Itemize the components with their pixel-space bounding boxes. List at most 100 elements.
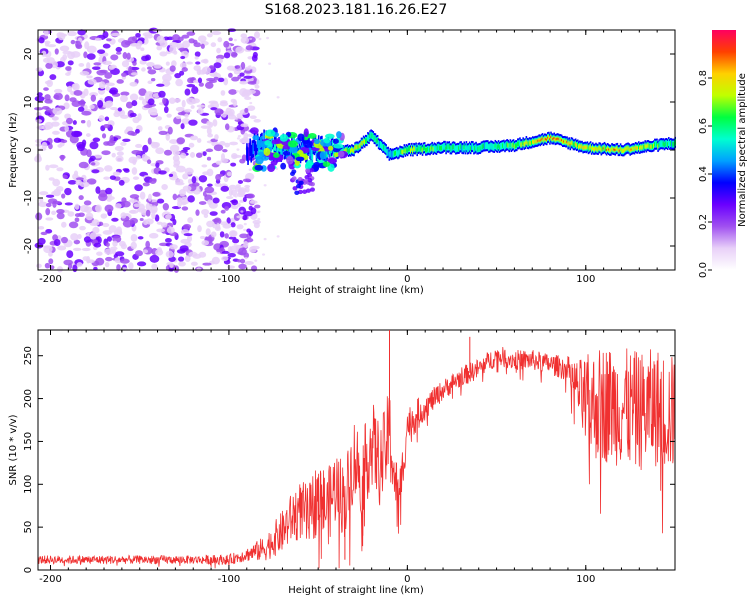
heatmap-ridge-cell: [415, 145, 417, 151]
heatmap-ridge-cell: [274, 141, 276, 149]
heatmap-noise-cell: [236, 137, 240, 140]
heatmap-noise-cell: [119, 258, 130, 264]
heatmap-ridge-cell: [606, 147, 609, 150]
heatmap-ridge-cell: [253, 136, 256, 148]
heatmap-ridge-cell: [620, 149, 623, 152]
heatmap-noise-cell: [181, 201, 187, 206]
heatmap-noise-cell: [149, 178, 157, 184]
heatmap-noise-cell: [172, 218, 177, 226]
heatmap-noise-cell: [231, 199, 239, 206]
heatmap-ridge-cell: [655, 142, 657, 147]
snr-y-label: SNR (10 * v/v): [8, 414, 19, 485]
heatmap-noise-cell: [219, 231, 225, 238]
heatmap-ridge-cell: [610, 149, 612, 152]
heatmap-noise-cell: [115, 251, 125, 257]
heatmap-ridge-cell: [553, 137, 556, 140]
heatmap-noise-cell: [206, 183, 213, 187]
heatmap-blob-cell: [336, 131, 342, 139]
heatmap-noise-cell: [246, 193, 255, 199]
heatmap-noise-cell: [142, 98, 147, 106]
heatmap-noise-cell: [242, 178, 251, 183]
heatmap-noise-cell: [68, 221, 79, 229]
heatmap-ridge-cell: [667, 140, 670, 145]
heatmap-ridge-cell: [530, 140, 533, 146]
heatmap-noise-cell: [45, 228, 53, 234]
heatmap-ridge-cell: [659, 141, 662, 147]
heatmap-ridge-cell: [579, 145, 581, 148]
spectrogram-y-label: Frequency (Hz): [8, 112, 19, 188]
heatmap-noise-cell: [157, 126, 163, 131]
heatmap-ridge-cell: [615, 147, 618, 150]
heatmap-ridge-cell: [515, 143, 518, 148]
heatmap-noise-cell: [115, 46, 123, 53]
heatmap-noise-cell: [72, 120, 77, 125]
heatmap-noise-cell: [40, 231, 48, 236]
snr-y-tick-label: 100: [23, 475, 34, 494]
heatmap-ridge-cell: [331, 142, 334, 150]
heatmap-ridge-cell: [550, 136, 552, 139]
heatmap-noise-cell: [238, 263, 247, 270]
heatmap-noise-cell: [56, 212, 65, 220]
heatmap-noise-cell: [200, 125, 210, 129]
heatmap-noise-cell: [177, 199, 182, 208]
heatmap-noise-cell: [172, 193, 178, 201]
heatmap-noise-cell: [104, 116, 110, 122]
heatmap-ridge-cell: [611, 147, 613, 150]
heatmap-ridge-cell: [441, 145, 443, 151]
heatmap-noise-cell: [262, 253, 266, 256]
heatmap-ridge-cell: [570, 141, 573, 144]
heatmap-ridge-cell: [529, 142, 532, 145]
heatmap-blob-cell: [303, 139, 313, 148]
heatmap-noise-cell: [172, 150, 181, 156]
heatmap-noise-cell: [152, 142, 160, 148]
heatmap-noise-cell: [114, 145, 124, 152]
heatmap-noise-cell: [122, 52, 128, 59]
heatmap-noise-cell: [45, 194, 55, 198]
heatmap-ridge-cell: [306, 150, 308, 158]
heatmap-noise-cell: [35, 111, 42, 117]
heatmap-noise-cell: [117, 107, 123, 112]
heatmap-ridge-cell: [490, 143, 492, 149]
heatmap-blob-cell: [303, 128, 309, 138]
heatmap-noise-cell: [206, 127, 212, 135]
heatmap-ridge-cell: [436, 145, 439, 150]
heatmap-noise-cell: [110, 32, 121, 37]
heatmap-ridge-cell: [301, 139, 304, 152]
heatmap-ridge-cell: [446, 144, 448, 150]
heatmap-noise-cell: [240, 210, 244, 213]
heatmap-noise-cell: [91, 219, 100, 227]
heatmap-ridge-cell: [248, 142, 250, 161]
heatmap-noise-cell: [135, 32, 141, 38]
heatmap-noise-cell: [248, 205, 253, 211]
heatmap-ridge-cell: [643, 145, 645, 150]
heatmap-noise-cell: [152, 192, 161, 197]
heatmap-blob-cell: [282, 150, 291, 156]
spectrogram-y-tick-label: 20: [23, 48, 34, 61]
heatmap-noise-cell: [220, 158, 229, 164]
heatmap-ridge-cell: [548, 136, 550, 139]
heatmap-noise-cell: [239, 199, 245, 203]
heatmap-noise-cell: [223, 40, 230, 48]
heatmap-noise-cell: [242, 196, 247, 203]
heatmap-ridge-cell: [507, 143, 509, 148]
heatmap-ridge-cell: [431, 145, 433, 150]
heatmap-noise-cell: [116, 264, 121, 271]
heatmap-noise-cell: [108, 225, 117, 233]
heatmap-noise-cell: [41, 50, 47, 57]
heatmap-ridge-cell: [503, 143, 505, 148]
heatmap-ridge-cell: [535, 140, 537, 143]
heatmap-noise-cell: [225, 195, 234, 200]
heatmap-blob-cell: [263, 147, 271, 156]
heatmap-noise-cell: [237, 259, 242, 263]
heatmap-noise-cell: [173, 265, 180, 273]
heatmap-noise-cell: [64, 187, 72, 196]
heatmap-noise-cell: [151, 263, 158, 270]
heatmap-noise-cell: [244, 96, 252, 101]
heatmap-noise-cell: [147, 137, 152, 145]
heatmap-ridge-cell: [656, 141, 658, 147]
heatmap-noise-cell: [230, 98, 236, 103]
heatmap-ridge-cell: [661, 141, 664, 147]
heatmap-ridge-cell: [457, 146, 459, 151]
heatmap-noise-cell: [46, 57, 55, 64]
heatmap-noise-cell: [257, 217, 261, 221]
